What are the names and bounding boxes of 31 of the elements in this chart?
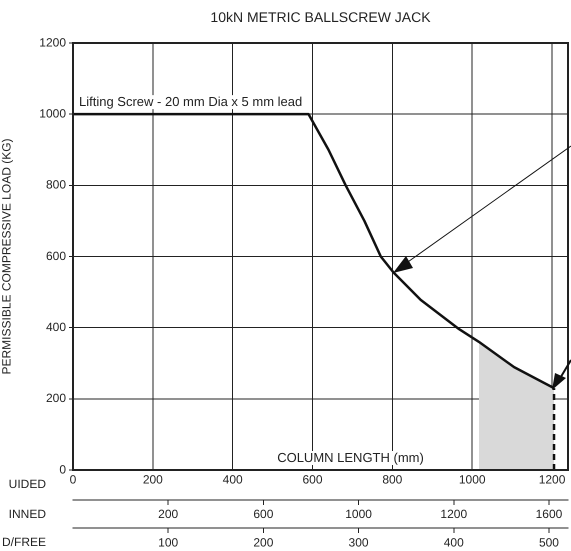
text: UIDED (8, 477, 46, 491)
x2-tick-label: 200 (253, 536, 274, 550)
x-tick-label: 0 (70, 472, 77, 487)
x2-tick-label: 100 (158, 536, 179, 550)
y-tick-label: 1200 (39, 35, 66, 50)
y-tick-label: 0 (59, 462, 66, 476)
series-label: Lifting Screw - 20 mm Dia x 5 mm lead (79, 94, 302, 110)
text: 200 (158, 507, 179, 521)
y-tick-label: 1000 (39, 106, 66, 120)
text: 1600 (536, 507, 563, 521)
x-tick-label: 1000 (458, 472, 486, 487)
text: 1000 (345, 507, 372, 521)
y-tick-label: 800 (46, 178, 66, 192)
y-tick-label: 400 (46, 320, 66, 334)
x-tick-label: 1200 (538, 472, 566, 487)
y-tick-label: 200 (46, 391, 66, 406)
x-tick-label: 400 (222, 472, 244, 487)
x2-tick-label: 500 (538, 536, 560, 550)
x2-tick-label: 400 (444, 536, 464, 550)
chart-title: 10kN METRIC BALLSCREW JACK (210, 9, 432, 25)
text: 600 (253, 507, 274, 521)
x-axis-title: COLUMN LENGTH (mm) (277, 450, 424, 465)
text: 1200 (440, 507, 468, 521)
x2-tick-label: 300 (348, 536, 369, 550)
y-tick-label: 600 (46, 248, 66, 263)
y-axis-title: PERMISSIBLE COMPRESSIVE LOAD (KG) (0, 138, 14, 375)
x-tick-label: 200 (142, 472, 164, 487)
text: INNED (8, 507, 46, 521)
x-tick-label: 600 (302, 472, 323, 487)
text: D/FREE (2, 535, 46, 549)
x-tick-label: 800 (382, 472, 403, 487)
